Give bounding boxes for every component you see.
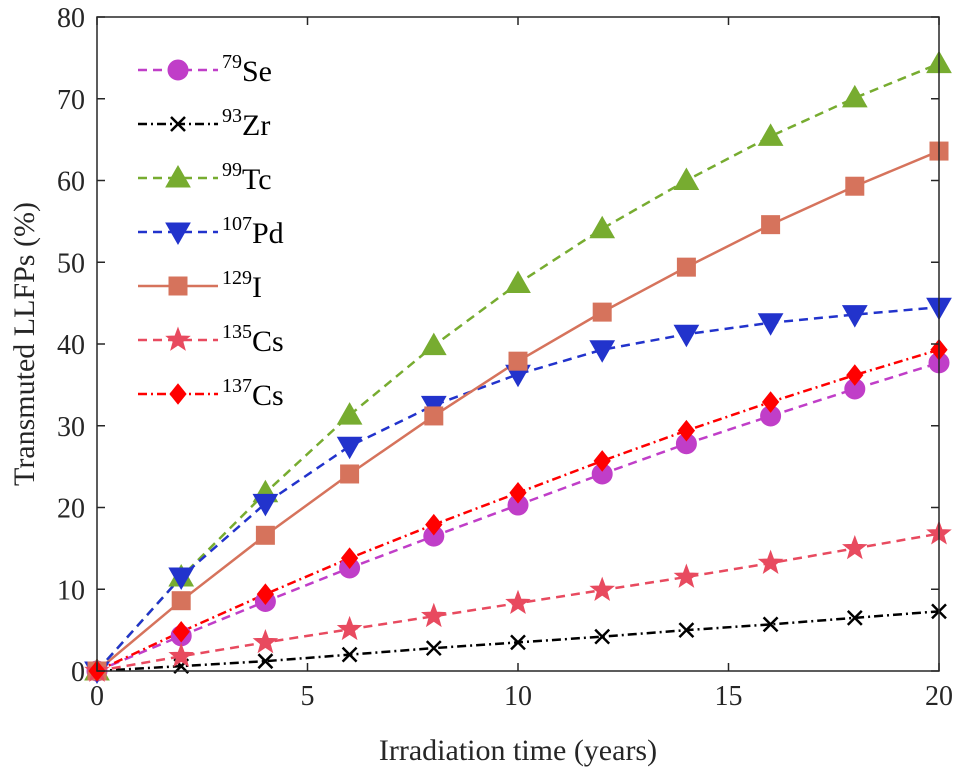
x-axis-title: Irradiation time (years) <box>379 734 657 767</box>
legend-item-137cs: 137Cs <box>138 375 284 412</box>
legend-label-135cs: 135Cs <box>222 321 284 358</box>
data-point-93zr <box>594 628 611 645</box>
x-axis: 0 5 10 15 20 <box>90 17 953 712</box>
legend-marker-93zr <box>170 116 186 132</box>
data-point-137cs <box>509 481 527 504</box>
x-tick-label: 20 <box>925 681 953 712</box>
data-point-135cs <box>757 549 784 574</box>
data-point-135cs <box>505 589 531 615</box>
y-tick-label: 30 <box>57 412 85 443</box>
data-point-137cs <box>593 450 611 472</box>
legend-marker-137cs <box>169 383 187 405</box>
legend-label-79se: 79Se <box>222 51 272 88</box>
data-point-135cs <box>589 576 615 601</box>
data-point-137cs <box>846 364 864 386</box>
data-point-93zr <box>257 653 274 670</box>
data-point-107pd <box>841 305 868 328</box>
data-point-99tc <box>673 167 700 190</box>
y-tick-label: 80 <box>57 3 85 34</box>
legend-marker-107pd <box>165 222 191 246</box>
data-point-137cs <box>425 513 443 536</box>
legend-label-137cs: 137Cs <box>222 375 284 412</box>
data-point-135cs <box>336 615 363 641</box>
data-point-107pd <box>252 493 279 517</box>
data-point-99tc <box>757 123 784 146</box>
data-point-129i <box>255 525 275 545</box>
data-point-137cs <box>172 620 190 643</box>
legend-marker-99tc <box>165 164 191 188</box>
data-point-107pd <box>336 436 363 460</box>
data-point-129i <box>592 302 612 322</box>
data-point-129i <box>508 351 528 371</box>
data-point-129i <box>761 215 781 235</box>
data-point-93zr <box>762 616 779 633</box>
data-point-129i <box>340 464 360 484</box>
legend-item-93zr: 93Zr <box>138 105 270 142</box>
legend-item-99tc: 99Tc <box>138 159 272 196</box>
y-axis: 0 10 20 30 40 50 60 70 80 <box>57 3 939 688</box>
data-point-137cs <box>340 547 359 569</box>
x-tick-label: 10 <box>504 681 532 712</box>
data-point-93zr <box>846 609 863 626</box>
data-point-129i <box>424 406 444 426</box>
data-point-99tc <box>589 215 616 239</box>
y-tick-label: 20 <box>57 494 85 525</box>
data-point-107pd <box>757 313 784 336</box>
x-tick-label: 15 <box>715 681 743 712</box>
legend-item-129i: 129I <box>138 267 262 304</box>
data-point-93zr <box>425 640 442 656</box>
legend-label-107pd: 107Pd <box>222 213 284 250</box>
data-point-99tc <box>505 270 531 294</box>
data-point-135cs <box>252 628 279 654</box>
data-point-135cs <box>168 642 194 668</box>
data-point-129i <box>676 257 696 277</box>
legend-label-93zr: 93Zr <box>222 105 270 142</box>
data-point-107pd <box>673 324 700 348</box>
series-line-107pd <box>96 305 940 672</box>
legend-marker-135cs <box>165 326 191 351</box>
legend-label-99tc: 99Tc <box>222 159 272 196</box>
legend-item-79se: 79Se <box>138 51 272 88</box>
data-point-135cs <box>842 534 868 560</box>
x-tick-label: 5 <box>301 681 315 712</box>
data-point-107pd <box>589 340 616 363</box>
data-point-93zr <box>678 622 695 639</box>
data-point-137cs <box>761 391 780 413</box>
y-tick-label: 50 <box>57 248 85 279</box>
y-tick-label: 0 <box>71 657 85 688</box>
data-point-93zr <box>341 646 358 663</box>
data-point-135cs <box>673 563 700 588</box>
y-axis-title: Transmuted LLFPs (%) <box>8 202 41 486</box>
data-point-137cs <box>677 419 696 442</box>
legend: 79Se 93Zr 99Tc 107Pd 129I 135Cs 137Cs <box>138 51 284 412</box>
data-point-107pd <box>168 567 195 590</box>
legend-marker-79se <box>167 59 189 81</box>
data-point-99tc <box>420 332 447 356</box>
legend-marker-129i <box>168 276 188 296</box>
y-tick-label: 60 <box>57 167 85 198</box>
data-point-129i <box>171 591 191 611</box>
legend-item-107pd: 107Pd <box>138 213 284 250</box>
y-tick-label: 70 <box>57 85 85 116</box>
y-tick-label: 10 <box>57 575 85 606</box>
data-point-99tc <box>336 402 363 425</box>
legend-label-129i: 129I <box>222 267 262 304</box>
y-tick-label: 40 <box>57 330 85 361</box>
legend-item-135cs: 135Cs <box>138 321 284 358</box>
x-tick-label: 0 <box>90 681 104 712</box>
data-point-137cs <box>256 583 275 605</box>
data-point-129i <box>845 176 865 196</box>
data-point-93zr <box>510 634 526 651</box>
data-point-135cs <box>421 602 447 628</box>
data-point-99tc <box>841 84 868 108</box>
